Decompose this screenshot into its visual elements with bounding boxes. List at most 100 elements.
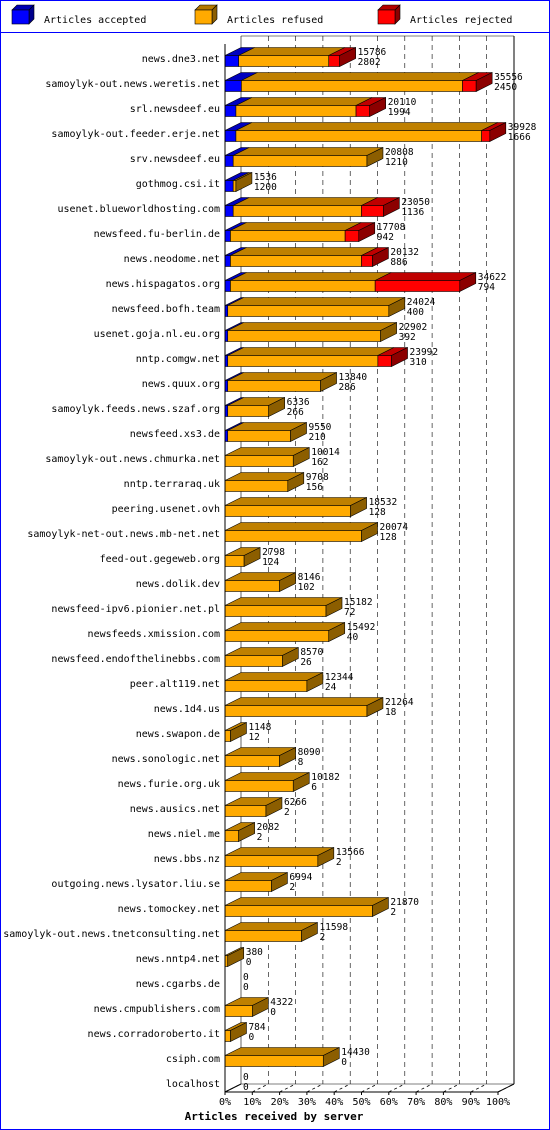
bar-value-label: 15492: [347, 622, 376, 633]
bar-side-face: [279, 747, 296, 767]
bar-segment-refused: [227, 322, 397, 342]
bar-front-face: [224, 480, 289, 492]
bar-front-face: [224, 730, 231, 742]
bar-front-face: [235, 105, 357, 117]
bar-top-face: [224, 672, 324, 681]
bar-front-face: [355, 105, 370, 117]
server-label: nntp.terraraq.uk: [124, 479, 220, 490]
bar-side-face: [372, 897, 389, 917]
legend: Articles accepted Articles refused Article…: [11, 4, 512, 26]
bar-side-face: [292, 772, 310, 792]
bar-segment-refused: [224, 447, 310, 467]
bar-value-label: 40: [347, 632, 359, 643]
bar-row: [224, 1047, 340, 1067]
bar-segment-refused: [232, 147, 384, 167]
bar-top-face: [224, 597, 343, 606]
bar-front-face: [224, 1030, 231, 1042]
bar-row: [224, 497, 367, 517]
bar-value-label: 1666: [508, 132, 531, 143]
bar-front-face: [224, 455, 294, 467]
server-label: news.swapon.de: [136, 729, 220, 740]
bar-side-face: [279, 572, 296, 592]
bar-segment-refused: [224, 697, 384, 717]
bar-value-label: 2802: [358, 57, 381, 68]
bar-segment-refused: [230, 272, 392, 292]
server-label: samoylyk-out.news.chmurka.net: [45, 454, 220, 465]
bar-value-label: 21870: [390, 897, 419, 908]
bar-row: [224, 397, 285, 417]
bar-value-label: 102: [298, 582, 315, 593]
bar-row: [224, 422, 307, 442]
bar-row: [224, 1022, 247, 1042]
x-axis-title: Articles received by server: [185, 1110, 364, 1123]
x-tick-diagonal: [470, 1083, 487, 1093]
bar-side-face: [475, 72, 493, 92]
bar-value-label: 21264: [385, 697, 414, 708]
bar-value-label: 310: [410, 357, 427, 368]
bar-value-label: 14430: [341, 1047, 370, 1058]
bar-front-face: [481, 130, 491, 142]
bar-value-label: 34622: [478, 272, 507, 283]
bar-side-face: [325, 597, 343, 617]
bar-front-face: [224, 755, 280, 767]
server-label: news.ausics.net: [130, 804, 220, 815]
bar-side-face: [322, 1047, 340, 1067]
bar-front-face: [227, 305, 390, 317]
bar-top-face: [233, 197, 378, 206]
legend-label-refused: Articles refused: [227, 15, 323, 26]
x-tick-diagonal: [279, 1083, 296, 1093]
bar-value-label: 156: [306, 482, 323, 493]
bar-front-face: [241, 80, 463, 92]
server-label: news.nntp4.net: [136, 954, 220, 965]
bar-value-label: 1994: [388, 107, 411, 118]
x-tick-diagonal: [252, 1083, 269, 1093]
server-label: news.cmpublishers.com: [94, 1004, 220, 1015]
bar-value-label: 8146: [298, 572, 321, 583]
bar-value-label: 2: [289, 882, 295, 893]
bar-value-label: 26: [300, 657, 312, 668]
bar-row: [224, 822, 255, 842]
server-label: news.hispagatos.org: [106, 279, 220, 290]
bar-row: [224, 372, 337, 392]
bar-front-face: [361, 255, 373, 267]
bar-front-face: [227, 355, 379, 367]
bar-value-label: 18: [385, 707, 397, 718]
bar-side-face: [320, 372, 337, 392]
bar-value-label: 2082: [257, 822, 280, 833]
bar-side-face: [230, 722, 247, 742]
bar-value-label: 39928: [508, 122, 537, 133]
bar-row: [224, 622, 346, 642]
server-label: news.dne3.net: [142, 54, 220, 65]
bar-row: [224, 147, 384, 167]
bar-side-face: [380, 322, 397, 342]
bar-value-label: 2: [336, 857, 342, 868]
bar-value-label: 128: [369, 507, 386, 518]
bar-side-face: [282, 647, 299, 667]
bar-top-face: [230, 247, 378, 256]
bar-value-label: 20110: [388, 97, 417, 108]
bar-row: [224, 122, 507, 142]
bar-side-face: [230, 1022, 247, 1042]
server-label: samoylyk-net-out.news.mb-net.net: [27, 529, 220, 540]
bar-value-label: 11598: [319, 922, 348, 933]
bar-value-label: 124: [262, 557, 279, 568]
bar-value-label: 1136: [401, 207, 424, 218]
bar-front-face: [224, 155, 234, 167]
bar-front-face: [227, 330, 381, 342]
server-label: feed-out.gegeweb.org: [100, 554, 220, 565]
bar-value-label: 15182: [344, 597, 373, 608]
bar-front-face: [224, 855, 319, 867]
bar-row: [224, 747, 296, 767]
bar-front-face: [224, 705, 368, 717]
bar-front-face: [224, 1005, 253, 1017]
server-label: samoylyk.feeds.news.szaf.org: [51, 404, 220, 415]
bar-row: [224, 522, 378, 542]
bar-row: [224, 997, 269, 1017]
bar-value-label: 380: [246, 947, 263, 958]
bar-front-face: [224, 605, 327, 617]
x-axis: 0% 10% 20% 30% 40% 50% 60% 70% 80% 90% 100%: [219, 44, 515, 1108]
bar-value-label: 72: [344, 607, 355, 618]
bar-front-face: [224, 180, 234, 192]
server-label: news.cgarbs.de: [136, 979, 220, 990]
server-label: samoylyk-out.news.weretis.net: [45, 79, 220, 90]
